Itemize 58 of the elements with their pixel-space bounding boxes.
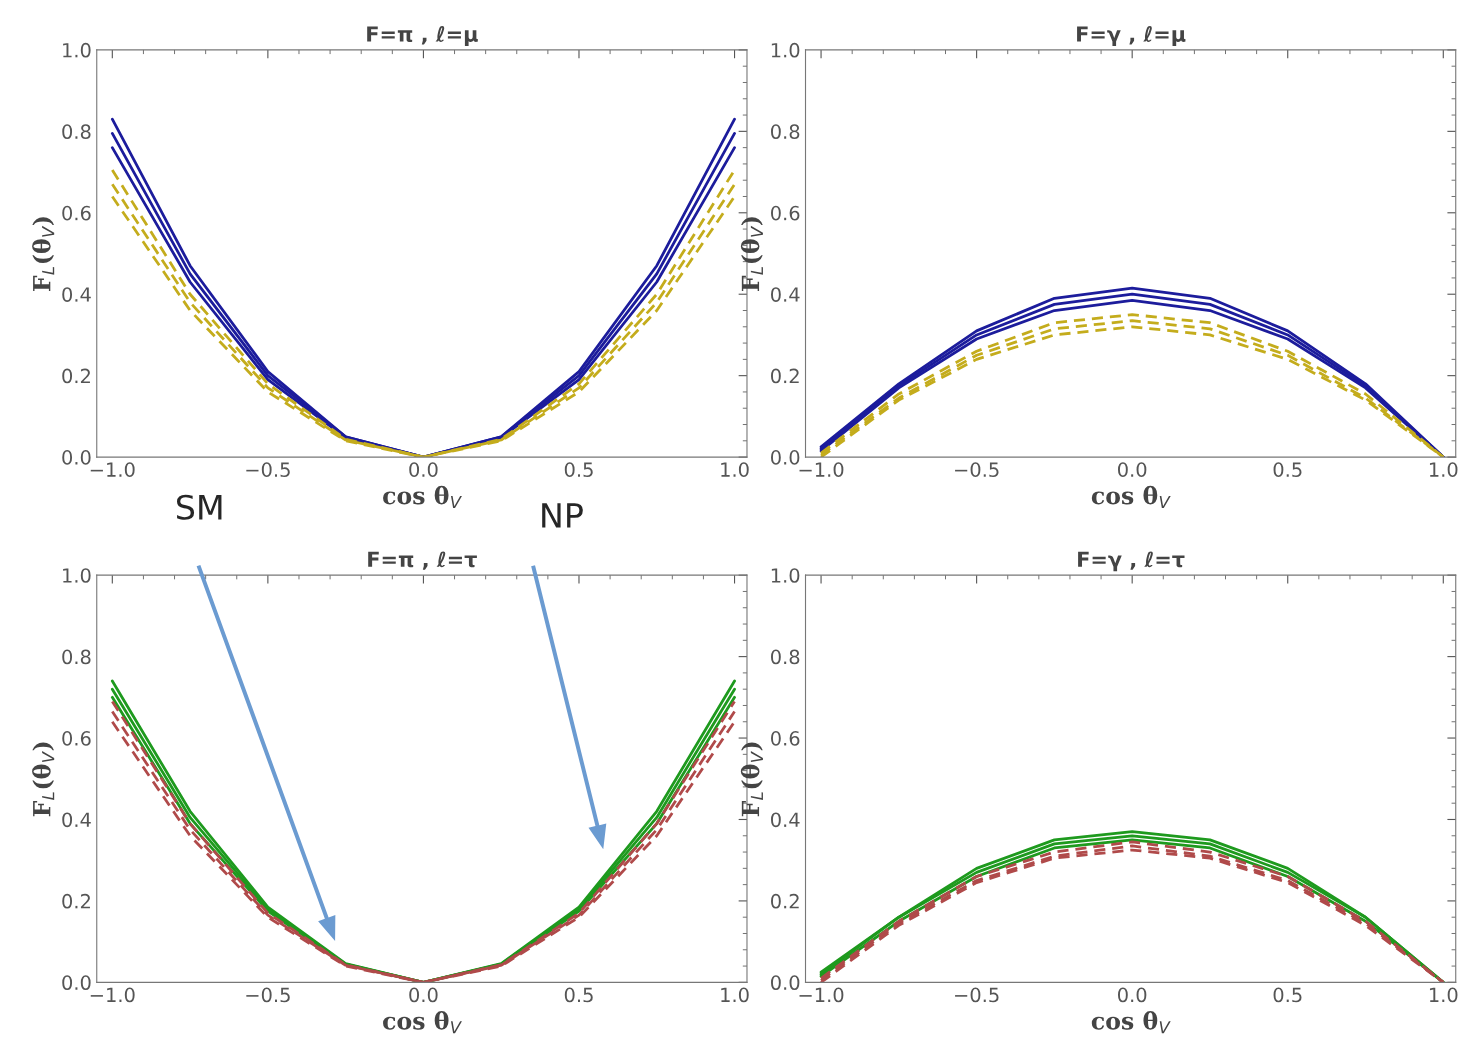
y-tick-label: 0.6 bbox=[62, 205, 91, 221]
x-tick-label: 0.0 bbox=[1118, 462, 1147, 477]
x-tick-label: 0.5 bbox=[1273, 987, 1302, 1003]
x-tick-label: 1.0 bbox=[1429, 462, 1458, 477]
y-tick-label: 1.0 bbox=[771, 568, 800, 583]
y-tick-label: 0.0 bbox=[771, 450, 800, 465]
x-tick-label: 1.0 bbox=[721, 462, 749, 477]
chart-title: F=π , ℓ=μ bbox=[367, 26, 478, 46]
y-tick-label: 0.4 bbox=[771, 287, 800, 302]
x-tick-label: −1.0 bbox=[799, 987, 844, 1003]
y-tick-label: 0.6 bbox=[771, 205, 800, 221]
y-axis-title: F$_{L}$(θ$_{V}$) bbox=[740, 217, 763, 291]
x-tick-label: 0.5 bbox=[1273, 462, 1302, 477]
text: SM bbox=[176, 494, 222, 520]
y-tick-label: 0.4 bbox=[62, 812, 91, 828]
x-tick-label: −1.0 bbox=[799, 462, 844, 477]
x-tick-label: −1.0 bbox=[90, 462, 135, 477]
x-tick-label: 0.5 bbox=[564, 462, 593, 477]
x-axis-title: cos θ$_{V}$ bbox=[383, 485, 462, 508]
y-tick-label: 0.2 bbox=[62, 368, 90, 384]
y-tick-label: 0.0 bbox=[771, 975, 800, 991]
y-tick-label: 0.6 bbox=[62, 731, 91, 746]
y-tick-label: 0.8 bbox=[771, 124, 800, 140]
y-tick-label: 0.2 bbox=[771, 893, 799, 909]
x-tick-label: −0.5 bbox=[955, 462, 999, 477]
x-tick-label: 0.0 bbox=[409, 462, 438, 477]
x-axis-title: cos θ$_{V}$ bbox=[383, 1011, 462, 1034]
y-tick-label: 0.2 bbox=[771, 368, 799, 384]
x-tick-label: −0.5 bbox=[955, 987, 999, 1003]
y-axis-title: F$_{L}$(θ$_{V}$) bbox=[740, 742, 763, 817]
x-tick-label: −0.5 bbox=[246, 987, 290, 1003]
x-tick-label: −1.0 bbox=[90, 987, 135, 1003]
chart-title: F=π , ℓ=τ bbox=[368, 551, 477, 570]
y-tick-label: 0.8 bbox=[62, 124, 91, 140]
y-tick-label: 0.8 bbox=[771, 649, 800, 665]
y-tick-label: 0.0 bbox=[62, 450, 91, 465]
chart-title: F=γ , ℓ=μ bbox=[1077, 26, 1186, 46]
x-axis-title: cos θ$_{V}$ bbox=[1091, 485, 1171, 508]
y-tick-label: 1.0 bbox=[63, 568, 91, 583]
x-axis-title: cos θ$_{V}$ bbox=[1091, 1011, 1171, 1034]
x-tick-label: 0.5 bbox=[564, 987, 593, 1003]
y-tick-label: 0.4 bbox=[771, 812, 800, 828]
x-tick-label: −0.5 bbox=[246, 462, 290, 477]
y-tick-label: 0.0 bbox=[62, 975, 91, 991]
y-axis-title: F$_{L}$(θ$_{V}$) bbox=[32, 742, 55, 817]
x-tick-label: 0.0 bbox=[1118, 987, 1147, 1003]
y-tick-label: 0.8 bbox=[62, 649, 91, 665]
x-tick-label: 1.0 bbox=[1429, 987, 1458, 1003]
y-tick-label: 0.2 bbox=[62, 893, 90, 909]
y-axis-title: F$_{L}$(θ$_{V}$) bbox=[32, 217, 55, 291]
text: NP bbox=[542, 503, 583, 528]
x-tick-label: 0.0 bbox=[409, 987, 438, 1003]
x-tick-label: 1.0 bbox=[721, 987, 749, 1003]
y-tick-label: 1.0 bbox=[63, 42, 91, 58]
y-tick-label: 1.0 bbox=[771, 42, 800, 58]
y-tick-label: 0.4 bbox=[62, 287, 91, 302]
y-tick-label: 0.6 bbox=[771, 731, 800, 746]
chart-title: F=γ , ℓ=τ bbox=[1078, 551, 1185, 572]
